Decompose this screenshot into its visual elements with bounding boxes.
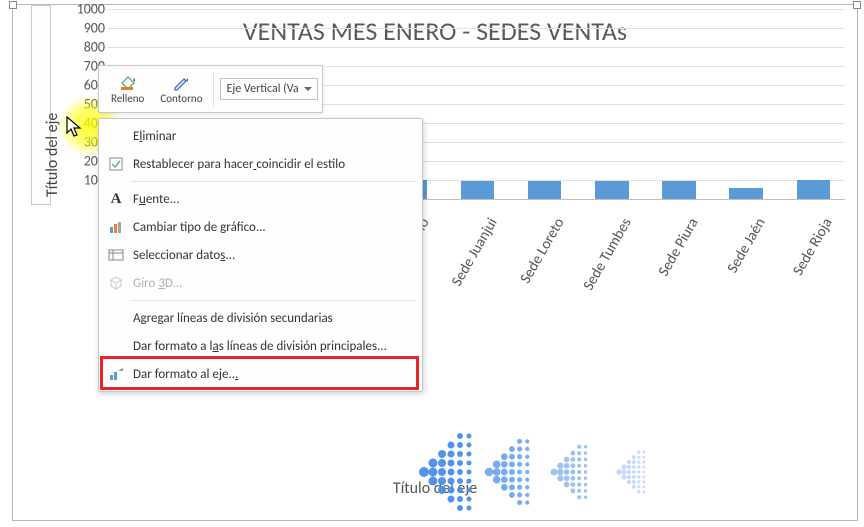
reset-icon <box>103 154 129 174</box>
y-tick: 900 <box>84 20 105 37</box>
mini-toolbar: Relleno Contorno Eje Vertical (Va <box>98 65 323 113</box>
fill-label: Relleno <box>111 92 144 105</box>
pen-icon <box>172 74 190 92</box>
menu-item-format-axis[interactable]: Dar formato al eje... <box>99 360 422 388</box>
bar[interactable] <box>662 181 696 199</box>
y-tick: 1000 <box>77 1 105 18</box>
x-axis-title: Título del eje <box>13 479 857 498</box>
context-menu: Eliminar Restablecer para hacer coincidir… <box>98 118 423 392</box>
menu-item-i7[interactable]: Dar formato a las líneas de división pri… <box>99 332 422 360</box>
menu-item-select-data[interactable]: Seleccionar datos... <box>99 241 422 269</box>
bar[interactable] <box>797 180 831 199</box>
menu-separator <box>131 181 416 182</box>
menu-item-label: Dar formato al eje... <box>133 367 238 382</box>
chart-type-icon <box>103 217 129 237</box>
axis-dropdown-label: Eje Vertical (Va <box>227 82 299 96</box>
menu-item-delete[interactable]: Eliminar <box>99 122 422 150</box>
axis-dropdown[interactable]: Eje Vertical (Va <box>220 78 318 100</box>
paint-bucket-icon <box>119 74 137 92</box>
menu-item-label: Giro 3D... <box>133 276 182 291</box>
bar[interactable] <box>729 188 763 199</box>
menu-item-label: Agregar líneas de división secundarias <box>133 311 333 326</box>
menu-item-font[interactable]: A Fuente... <box>99 185 422 213</box>
fill-button[interactable]: Relleno <box>103 72 152 107</box>
y-tick: 800 <box>84 39 105 56</box>
menu-item-i6[interactable]: Agregar líneas de división secundarias <box>99 304 422 332</box>
x-tick-label: Sede Rioja <box>751 215 837 345</box>
select-data-icon <box>103 245 129 265</box>
menu-item-label: Fuente... <box>133 192 180 207</box>
menu-item-label: Seleccionar datos... <box>133 248 235 263</box>
3d-icon <box>103 273 129 293</box>
font-icon: A <box>103 189 129 209</box>
menu-item-reset[interactable]: Restablecer para hacer coincidir el esti… <box>99 150 422 178</box>
blank-icon <box>103 336 129 356</box>
menu-item-3d: Giro 3D... <box>99 269 422 297</box>
blank-icon <box>103 308 129 328</box>
menu-item-chart-type[interactable]: Cambiar tipo de gráfico... <box>99 213 422 241</box>
menu-item-label: Eliminar <box>133 129 176 144</box>
menu-item-label: Cambiar tipo de gráfico... <box>133 220 266 235</box>
outline-button[interactable]: Contorno <box>152 72 210 107</box>
bar[interactable] <box>528 181 562 199</box>
menu-item-label: Restablecer para hacer coincidir el esti… <box>133 157 345 172</box>
menu-separator <box>131 300 416 301</box>
toolbar-separator <box>213 72 214 106</box>
bar[interactable] <box>461 181 495 199</box>
menu-item-label: Dar formato a las líneas de división pri… <box>133 339 387 354</box>
bar[interactable] <box>595 181 629 199</box>
format-axis-icon <box>103 364 129 384</box>
outline-label: Contorno <box>160 92 202 105</box>
y-axis-label: Título del eje <box>43 113 62 197</box>
delete-icon <box>103 126 129 146</box>
